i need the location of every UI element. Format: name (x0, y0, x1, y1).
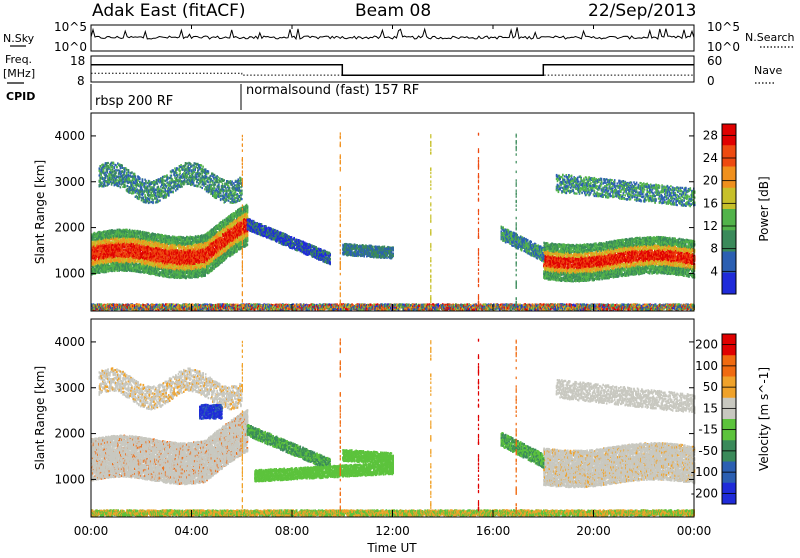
freq-tick-bottom: 8 (77, 74, 85, 88)
freq-unit-label: [MHz] (3, 67, 35, 80)
nsky-tick-top: 10^5 (54, 20, 87, 34)
nsearch-tick-top: 10^5 (707, 20, 740, 34)
nsky-trace (91, 27, 694, 39)
nsky-label: N.Sky (3, 32, 35, 45)
nsky-panel: 10^5 10^0 10^5 10^0 (54, 20, 740, 54)
nsky-tick-bottom: 10^0 (54, 40, 87, 54)
cpid-strip: rbsp 200 RF normalsound (fast) 157 RF (91, 83, 419, 110)
echo-cell (95, 243, 97, 245)
freq-trace (91, 65, 694, 75)
freq-tick-top: 18 (70, 54, 85, 68)
cpid-program-1: rbsp 200 RF (95, 94, 173, 109)
beam-label: Beam 08 (355, 1, 431, 21)
cpid-program-2: normalsound (fast) 157 RF (246, 83, 419, 98)
radar-summary-plot: Adak East (fitACF) Beam 08 22/Sep/2013 N… (0, 0, 800, 554)
cpid-label: CPID (6, 90, 35, 103)
freq-label: Freq. (5, 53, 32, 66)
nave-tick-bottom: 0 (707, 74, 715, 88)
power-plot-bg (91, 113, 694, 311)
nave-tick-top: 60 (707, 54, 722, 68)
date-label: 22/Sep/2013 (588, 1, 696, 21)
echo-cell (97, 265, 99, 267)
station-title: Adak East (fitACF) (92, 1, 246, 21)
nave-label: Nave (754, 64, 782, 77)
nsearch-label: N.Search (745, 31, 795, 44)
nsearch-tick-bottom: 10^0 (707, 40, 740, 54)
freq-frame (91, 56, 694, 82)
